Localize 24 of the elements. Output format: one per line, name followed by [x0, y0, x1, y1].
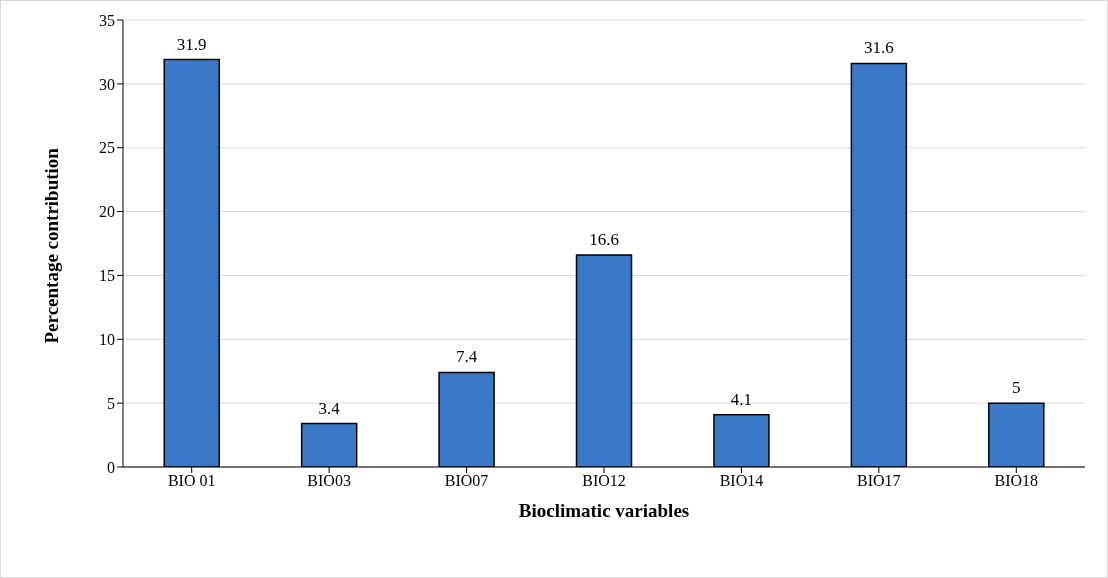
- data-label: 31.6: [864, 38, 894, 58]
- x-tick-label: BIO12: [582, 472, 626, 490]
- data-label: 3.4: [318, 398, 341, 418]
- y-tick-label: 5: [107, 394, 115, 412]
- x-tick-label: BIO17: [857, 472, 901, 490]
- y-tick-label: 30: [99, 75, 115, 93]
- y-tick-label: 20: [99, 203, 115, 221]
- x-tick-label: BIO07: [444, 472, 489, 490]
- x-tick-label: BIO03: [307, 472, 351, 490]
- y-tick-label: 35: [99, 11, 115, 29]
- data-label: 4.1: [730, 389, 753, 409]
- y-tick-label: 0: [107, 458, 115, 476]
- data-label: 31.9: [176, 34, 207, 54]
- data-label: 5: [1012, 378, 1021, 398]
- y-tick-label: 10: [99, 330, 115, 348]
- x-tick-label: BIO 01: [167, 472, 216, 490]
- y-tick-label: 25: [99, 139, 115, 157]
- data-label: 16.6: [589, 229, 619, 249]
- x-tick-label: BIO14: [719, 472, 764, 490]
- data-label: 7.4: [455, 347, 478, 367]
- y-axis-title: Percentage contribution: [40, 147, 62, 344]
- y-tick-label: 15: [99, 267, 115, 285]
- x-tick-label: BIO18: [994, 472, 1039, 490]
- x-axis-title: Bioclimatic variables: [518, 500, 690, 521]
